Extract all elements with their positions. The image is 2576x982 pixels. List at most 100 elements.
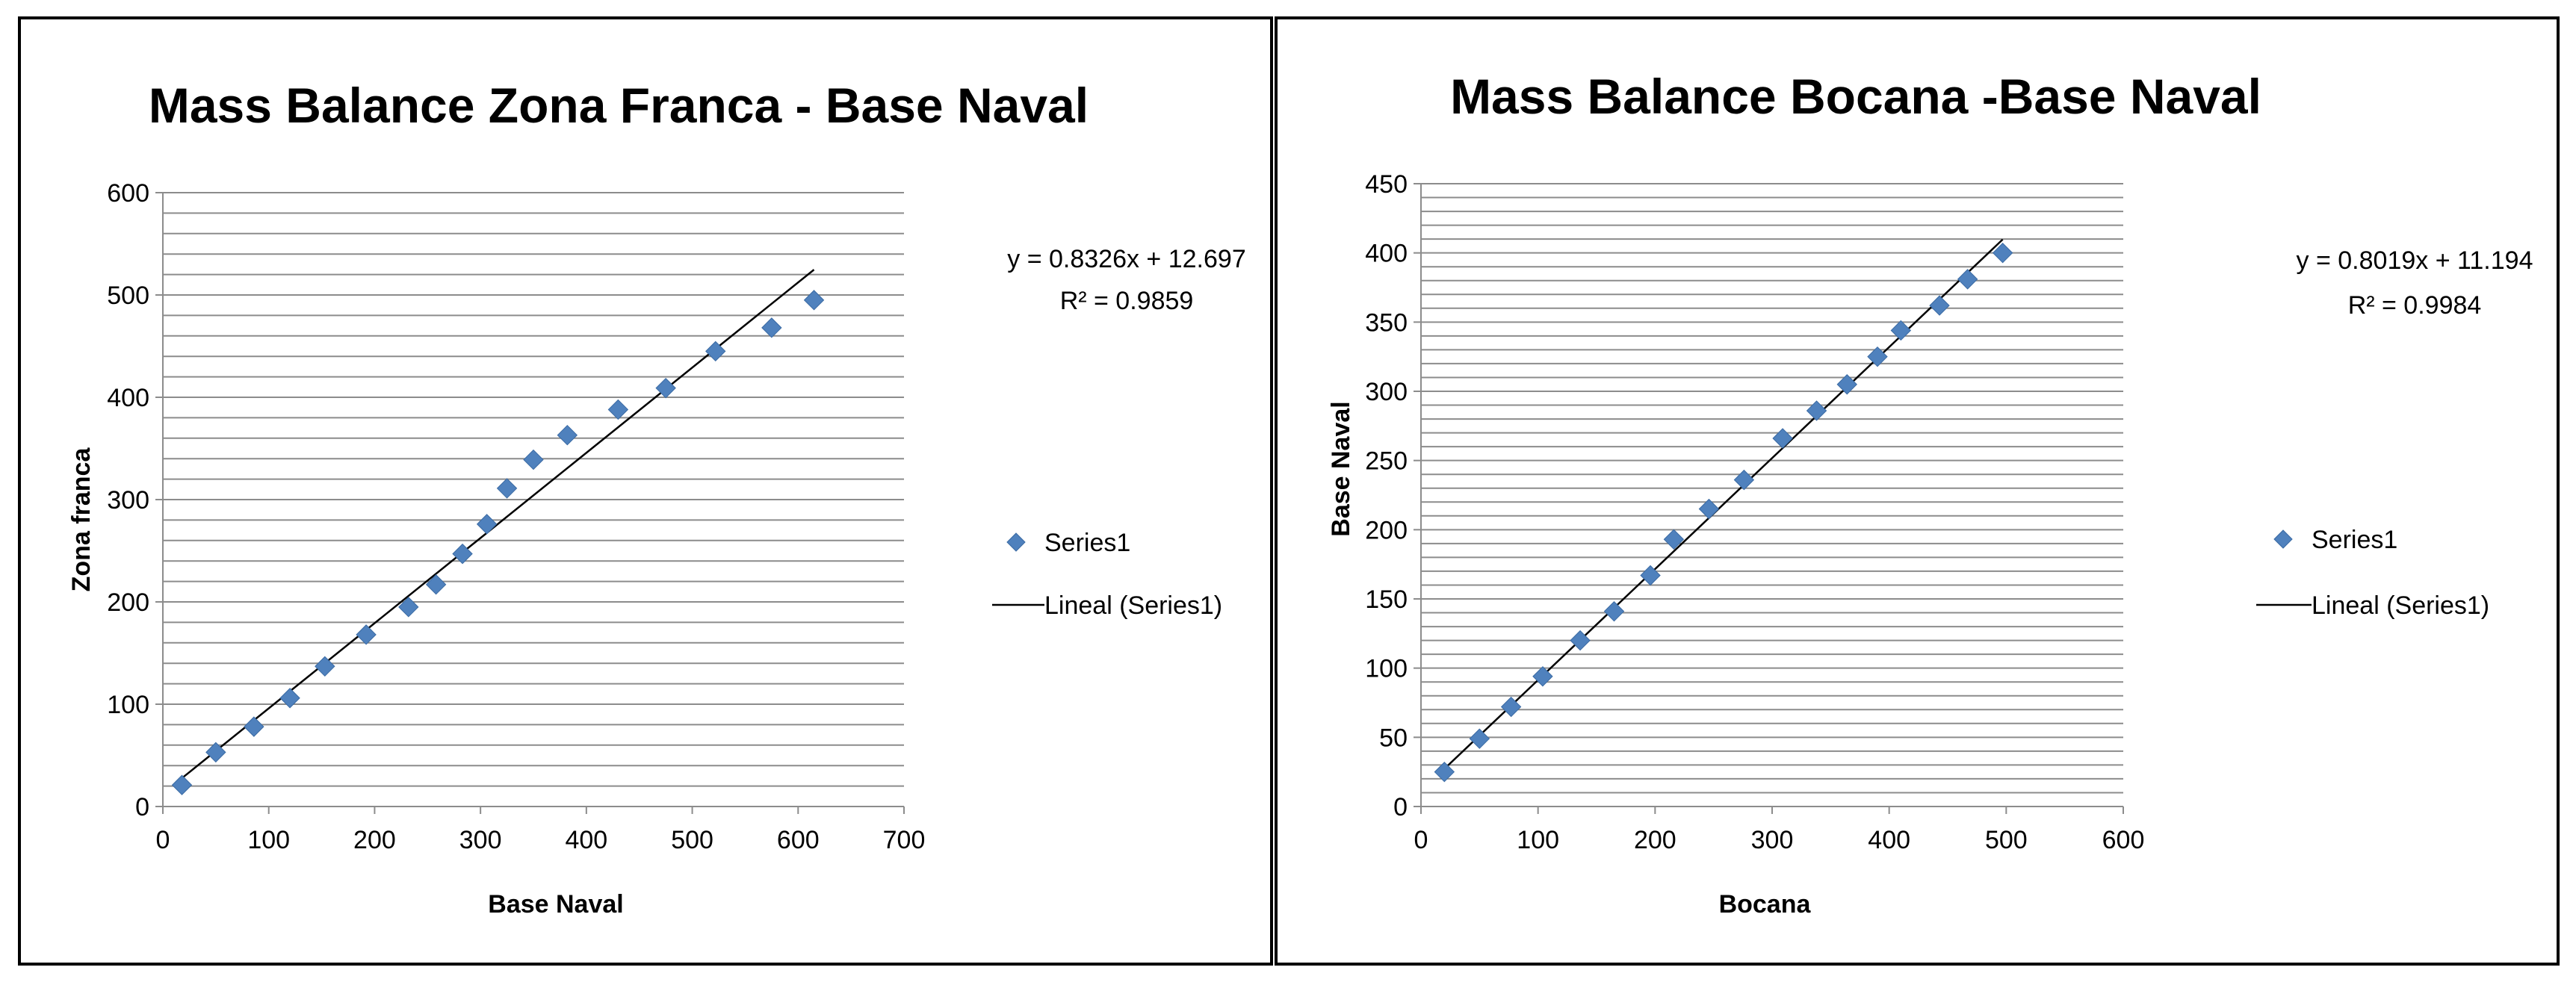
data-point [1929,295,1950,316]
data-point [655,377,676,399]
y-axis-label: Zona franca [67,447,96,592]
data-point [496,478,518,499]
y-tick-label: 0 [135,793,149,821]
x-tick-label: 0 [1414,826,1428,854]
x-tick-labels: 0 100 200 300 400 500 600 700 [156,826,926,854]
y-tick-label: 150 [1365,585,1408,614]
x-tick-label: 0 [156,826,170,854]
x-tick-label: 600 [777,826,820,854]
x-tick-label: 200 [1634,826,1676,854]
trendline-layer [1443,238,2004,770]
data-point [476,514,498,535]
chart-left-svg: Mass Balance Zona Franca - Base Naval 0 1… [67,78,1246,919]
data-point [398,597,419,618]
trendline [1443,238,2004,770]
data-point [523,449,544,470]
data-point [279,688,300,709]
data-point [1867,346,1888,367]
data-point [315,656,335,677]
y-tick-label: 100 [107,691,149,719]
data-point [557,424,578,446]
data-point [1603,600,1625,622]
axes [1414,183,2124,814]
x-tick-label: 300 [459,826,502,854]
data-point [356,624,377,645]
y-tick-label: 100 [1365,655,1408,683]
gridlines [163,192,904,787]
data-point [1836,374,1857,395]
legend-series-marker [2273,529,2293,549]
y-tick-label: 50 [1379,724,1408,752]
x-tick-label: 100 [1517,826,1559,854]
x-tick-label: 500 [671,826,713,854]
gridlines [1421,183,2123,794]
y-tick-label: 200 [1365,516,1408,544]
trendline-equation: y = 0.8326x + 12.697 [1007,245,1245,273]
y-tick-label: 450 [1365,170,1408,199]
x-tick-label: 600 [2102,826,2145,854]
y-tick-label: 400 [107,384,149,412]
x-tick-label: 700 [883,826,926,854]
data-point [607,399,629,420]
legend-trendline-label: Lineal (Series1) [1044,591,1222,620]
x-tick-label: 500 [1985,826,2028,854]
trendline-equation: y = 0.8019x + 11.194 [2297,246,2533,275]
x-tick-label: 400 [1868,826,1910,854]
legend-series-label: Series1 [1044,529,1130,557]
data-point [452,543,473,565]
data-point [1957,269,1978,290]
y-tick-labels: 0 50 100 150 200 250 300 350 400 450 [1365,170,1408,821]
y-axis-label: Base Naval [1327,401,1355,536]
data-point [1570,630,1591,651]
y-tick-label: 250 [1365,447,1408,476]
data-point [171,774,193,795]
x-tick-label: 300 [1751,826,1794,854]
chart-title: Mass Balance Zona Franca - Base Naval [149,78,1089,133]
data-point [761,317,782,338]
y-tick-label: 300 [1365,378,1408,406]
data-point [205,742,226,763]
chart-panel-right: Mass Balance Bocana -Base Naval 0 100 200 3… [1275,16,2560,966]
y-tick-label: 350 [1365,308,1408,337]
data-point [1772,428,1793,449]
data-point [1500,696,1522,718]
x-tick-labels: 0 100 200 300 400 500 600 [1414,826,2145,854]
data-point [1469,728,1490,749]
legend-series-marker [1006,532,1026,552]
x-axis-label: Bocana [1719,890,1812,919]
x-tick-label: 100 [247,826,290,854]
data-point [1890,320,1912,341]
chart-title: Mass Balance Bocana -Base Naval [1450,69,2261,124]
x-tick-label: 400 [565,826,607,854]
data-point [1992,242,2013,264]
data-point [244,716,264,737]
x-tick-label: 200 [353,826,396,854]
data-points [1434,242,2013,783]
data-point [1733,469,1755,491]
data-point [803,290,825,311]
trendline-r-squared: R² = 0.9984 [2348,291,2482,320]
chart-panel-left: Mass Balance Zona Franca - Base Naval 0 1… [18,16,1273,966]
legend-series-label: Series1 [2312,526,2397,554]
y-tick-label: 200 [107,588,149,617]
data-point [1806,400,1827,421]
data-point [1640,565,1661,586]
data-point [1663,529,1685,550]
y-tick-label: 400 [1365,240,1408,268]
data-point [425,574,447,595]
y-tick-label: 500 [107,282,149,310]
chart-right-svg: Mass Balance Bocana -Base Naval 0 100 200 3… [1327,69,2533,919]
axes [155,192,905,814]
y-tick-label: 300 [107,486,149,515]
data-point [1434,761,1455,783]
y-tick-labels: 0 100 200 300 400 500 600 [107,179,149,821]
legend-trendline-label: Lineal (Series1) [2312,591,2489,620]
data-points [171,290,825,795]
x-axis-label: Base Naval [488,890,623,919]
data-point [1532,666,1553,687]
data-point [1698,498,1720,520]
y-tick-label: 0 [1393,793,1408,821]
data-point [705,341,726,362]
trendline-r-squared: R² = 0.9859 [1060,287,1194,315]
y-tick-label: 600 [107,179,149,208]
